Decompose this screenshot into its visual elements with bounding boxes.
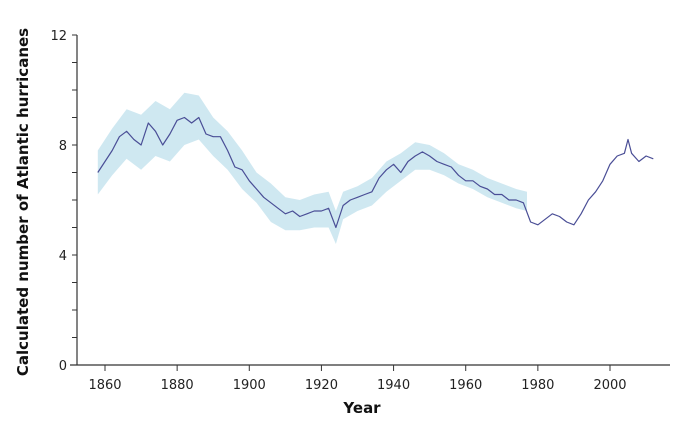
x-ticks: 1860 1880 1900 1920 1940 1960 1980 2000 (88, 365, 627, 393)
confidence-band (97, 92, 528, 244)
series-line (97, 116, 654, 229)
x-tick-label: 1880 (161, 378, 194, 393)
x-tick-label: 1920 (305, 378, 338, 393)
x-tick-label: 1960 (449, 378, 482, 393)
x-tick-label: 1980 (521, 378, 554, 393)
x-tick-label: 2000 (593, 378, 626, 393)
x-tick-label: 1860 (88, 378, 121, 393)
y-tick-label: 0 (59, 359, 67, 374)
y-ticks: 0 4 8 12 (50, 29, 77, 374)
confidence-band-area (97, 92, 528, 244)
y-tick-label: 12 (50, 29, 67, 44)
y-tick-label: 8 (59, 139, 67, 154)
x-tick-label: 1900 (233, 378, 266, 393)
data-line (97, 116, 654, 229)
x-axis-title: Year (342, 399, 381, 417)
x-tick-label: 1940 (377, 378, 410, 393)
y-tick-label: 4 (59, 249, 67, 264)
y-axis-title: Calculated number of Atlantic hurricanes (14, 28, 32, 376)
